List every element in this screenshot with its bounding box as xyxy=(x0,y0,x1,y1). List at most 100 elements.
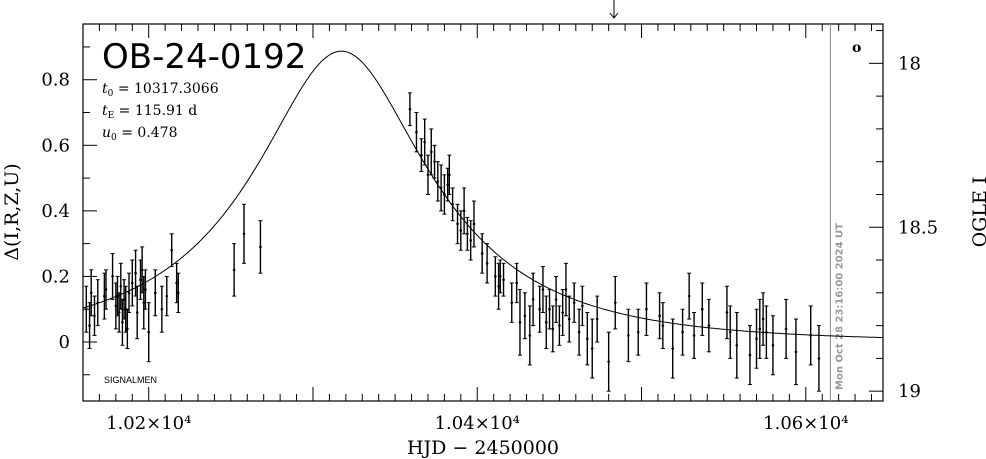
corner-mark: o xyxy=(852,40,861,56)
data-point xyxy=(784,327,788,331)
data-point xyxy=(794,350,798,354)
axis-ticks xyxy=(82,24,883,401)
data-point xyxy=(531,298,535,301)
data-point xyxy=(613,301,617,304)
data-point xyxy=(448,173,451,177)
data-point xyxy=(561,311,564,314)
data-point xyxy=(707,324,711,327)
data-point xyxy=(595,317,599,321)
data-point xyxy=(771,343,775,347)
data-point xyxy=(748,353,752,357)
data-point xyxy=(497,284,500,288)
x-tick-label: 1.04×10⁴ xyxy=(435,413,520,434)
data-point xyxy=(170,248,174,252)
data-point xyxy=(122,298,126,301)
data-point xyxy=(84,307,88,311)
plot-frame xyxy=(82,23,884,402)
data-point xyxy=(586,337,589,341)
data-point xyxy=(165,294,169,298)
svg-text:tE = 115.91 d: tE = 115.91 d xyxy=(102,103,197,121)
data-point xyxy=(498,275,502,278)
data-point xyxy=(485,262,489,265)
data-point xyxy=(472,222,476,226)
data-point xyxy=(636,330,640,334)
y-tick-left-label: 0.2 xyxy=(41,266,70,287)
param-u0-value: = 0.478 xyxy=(117,125,178,141)
param-t0-value: = 10317.3066 xyxy=(113,81,218,97)
data-point xyxy=(119,284,123,288)
data-point xyxy=(558,324,561,327)
param-u0-subscript: 0 xyxy=(111,133,117,143)
data-point xyxy=(423,140,426,144)
data-point xyxy=(103,294,106,298)
data-point xyxy=(480,252,484,255)
data-point xyxy=(728,330,732,334)
data-point xyxy=(462,209,466,213)
y-tick-left-label: 0.8 xyxy=(41,70,70,91)
data-point xyxy=(259,245,262,249)
param-t0-symbol: t xyxy=(102,81,108,97)
event-title: OB-24-0192 xyxy=(102,37,306,77)
data-point xyxy=(147,330,151,334)
data-point xyxy=(581,304,584,308)
y-axis-left-label: Δ(I,R,Z,U) xyxy=(1,163,23,260)
param-tE: tE = 115.91 d xyxy=(102,103,197,121)
data-point xyxy=(175,281,178,285)
data-point xyxy=(758,327,762,331)
y-tick-left-label: 0 xyxy=(59,332,70,353)
data-point xyxy=(104,288,108,291)
data-point xyxy=(153,291,157,295)
data-point xyxy=(544,321,548,324)
data-point xyxy=(459,229,463,232)
data-point xyxy=(117,311,121,314)
param-tE-symbol: t xyxy=(102,103,108,119)
data-point xyxy=(572,301,576,304)
data-point xyxy=(502,278,505,282)
data-point xyxy=(607,360,610,363)
data-point xyxy=(242,232,246,236)
data-point xyxy=(590,347,594,350)
data-point xyxy=(130,281,134,285)
data-point xyxy=(160,307,164,311)
svg-text:t0 = 10317.3066: t0 = 10317.3066 xyxy=(102,81,219,99)
data-point xyxy=(687,294,691,298)
data-point xyxy=(658,314,661,318)
y-tick-right-label: 18 xyxy=(898,53,921,74)
data-point xyxy=(577,330,581,334)
data-point xyxy=(433,160,436,163)
data-point xyxy=(681,330,684,334)
y-tick-right-label: 18.5 xyxy=(898,217,938,238)
y-tick-left-label: 0.4 xyxy=(41,201,70,222)
x-tick-label: 1.02×10⁴ xyxy=(106,413,191,434)
data-point xyxy=(456,222,459,226)
x-tick-label: 1.06×10⁴ xyxy=(763,413,848,434)
data-point xyxy=(426,173,430,177)
data-point xyxy=(541,288,545,291)
data-point xyxy=(139,278,142,282)
data-point xyxy=(567,317,571,321)
data-point xyxy=(232,268,236,272)
axis-tick-labels: 1.02×10⁴ 1.04×10⁴ 1.06×10⁴ 0 0.2 0.4 0.6 0.8 18 1… xyxy=(41,53,938,434)
data-point xyxy=(142,301,146,304)
data-point xyxy=(135,311,139,314)
param-u0-symbol: u xyxy=(102,125,111,141)
data-point xyxy=(528,334,532,337)
x-axis-label: HJD − 2450000 xyxy=(407,437,559,459)
data-point xyxy=(692,334,696,337)
data-point xyxy=(121,321,124,324)
data-point xyxy=(518,321,522,324)
data-point xyxy=(415,130,418,134)
model-curve xyxy=(82,50,884,339)
data-point xyxy=(144,288,147,291)
data-point xyxy=(701,307,704,311)
data-point xyxy=(127,291,131,295)
data-point xyxy=(134,271,137,275)
data-point xyxy=(523,314,527,318)
data-point xyxy=(515,281,518,285)
data-point xyxy=(510,301,514,304)
data-point xyxy=(429,150,433,154)
data-point xyxy=(755,337,758,341)
svg-text:u0 = 0.478: u0 = 0.478 xyxy=(102,125,177,143)
data-point xyxy=(126,327,129,331)
